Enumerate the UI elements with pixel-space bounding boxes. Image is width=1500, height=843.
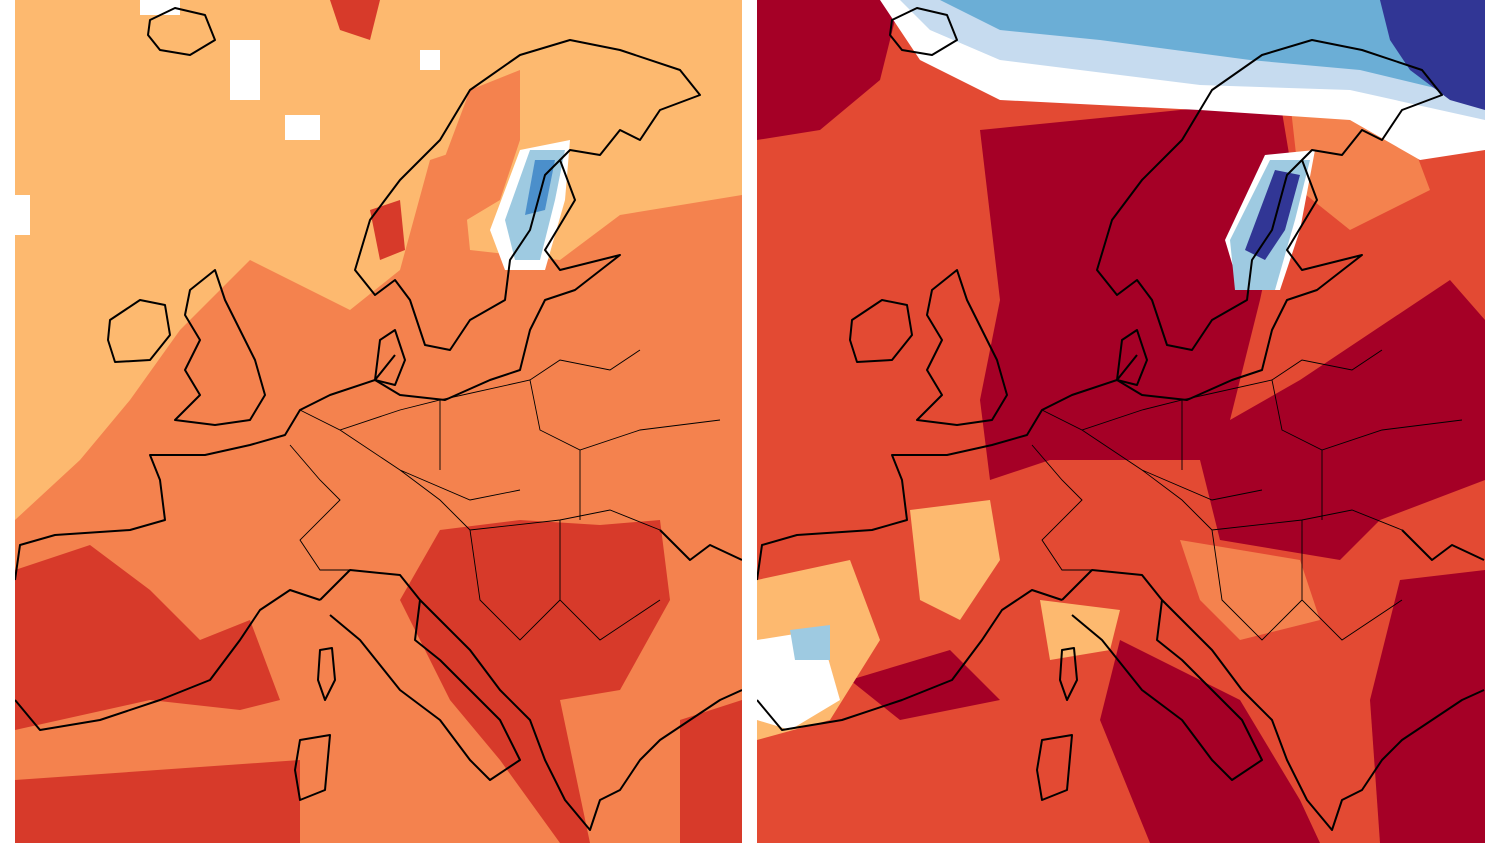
norway-red — [370, 200, 405, 260]
right-map — [757, 0, 1485, 843]
france-light-orange — [910, 500, 1000, 620]
alps-light-orange — [1040, 600, 1120, 660]
east-red — [680, 700, 742, 843]
arctic-deep-blue — [1380, 0, 1485, 110]
arctic-blue — [940, 0, 1485, 100]
white-patch — [420, 50, 440, 70]
scandinavia-orange — [440, 70, 520, 230]
balkans-red — [400, 520, 670, 843]
southeast-dark-red — [1370, 570, 1485, 843]
central-orange — [1180, 540, 1320, 640]
left-map — [15, 0, 742, 843]
light-orange-area — [15, 0, 742, 520]
south-strip-red — [15, 760, 300, 843]
white-patch — [15, 195, 30, 235]
white-patch — [230, 40, 260, 100]
iberia-red — [15, 545, 280, 730]
north-east-dark-red — [980, 100, 1485, 560]
northwest-dark-red — [757, 0, 900, 140]
italy-dark-red — [1100, 640, 1320, 843]
bothnia-deep-blue — [1245, 170, 1300, 260]
southwest-blue — [790, 625, 830, 660]
white-patch — [285, 115, 320, 140]
north-red — [330, 0, 380, 40]
panel-gap — [742, 0, 757, 843]
